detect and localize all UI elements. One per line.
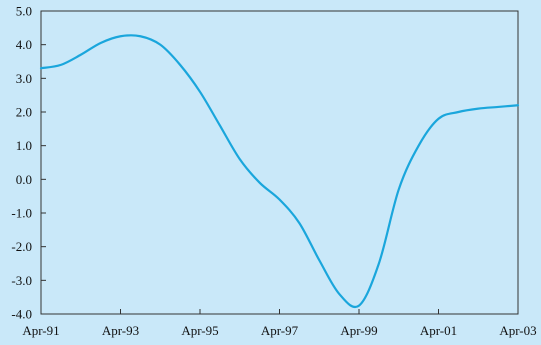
x-tick-label: Apr-93 <box>102 323 139 338</box>
y-tick-label: 1.0 <box>16 138 32 153</box>
y-tick-label: 3.0 <box>16 71 32 86</box>
y-tick-label: 4.0 <box>16 37 32 52</box>
x-tick-label: Apr-03 <box>499 323 536 338</box>
y-tick-label: 5.0 <box>16 4 32 19</box>
x-tick-label: Apr-99 <box>340 323 377 338</box>
y-tick-label: -1.0 <box>11 206 32 221</box>
y-axis: 5.0 4.0 3.0 2.0 1.0 0.0 -1.0 -2.0 -3.0 -4.0 <box>11 4 46 322</box>
x-tick-label: Apr-91 <box>22 323 59 338</box>
plot-area <box>40 10 519 315</box>
x-axis: Apr-91 Apr-93 Apr-95 Apr-97 Apr-99 Apr-01 Apr-… <box>22 309 537 338</box>
x-tick-label: Apr-01 <box>420 323 457 338</box>
y-tick-label: 2.0 <box>16 105 32 120</box>
x-tick-label: Apr-95 <box>181 323 218 338</box>
series-line <box>39 34 520 309</box>
y-tick-label: 0.0 <box>16 172 32 187</box>
y-tick-label: -4.0 <box>11 307 32 322</box>
x-tick-label: Apr-97 <box>261 323 299 338</box>
y-tick-label: -3.0 <box>11 273 32 288</box>
y-tick-label: -2.0 <box>11 239 32 254</box>
